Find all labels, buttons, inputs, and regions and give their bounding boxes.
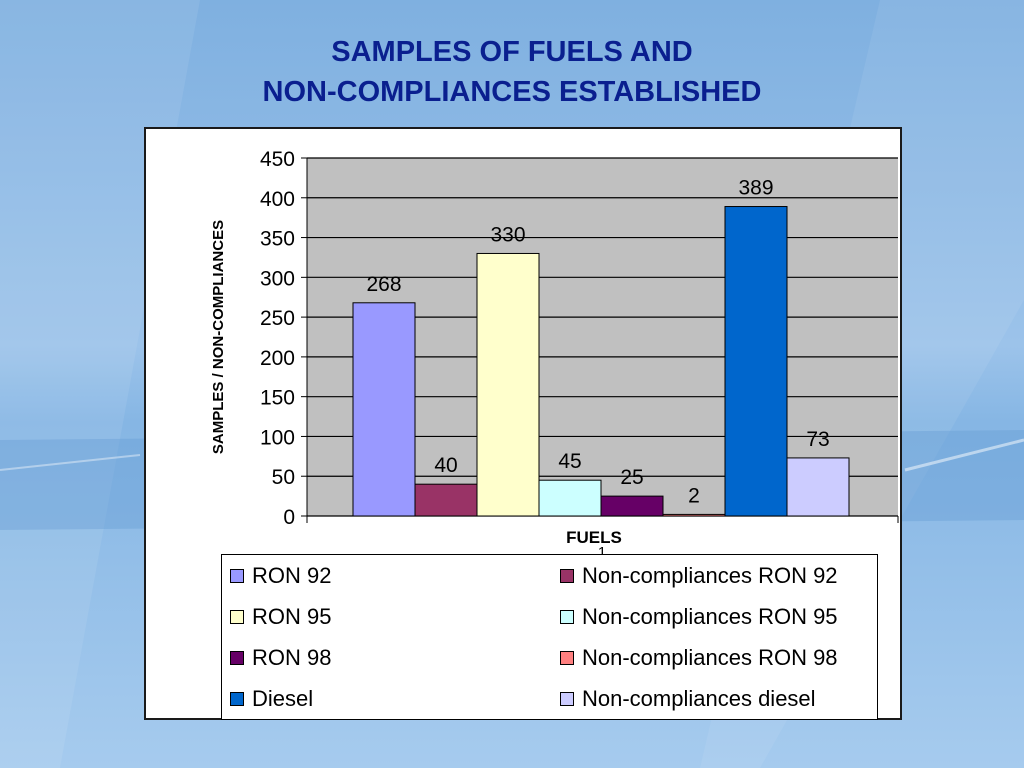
legend-item: Non-compliances diesel bbox=[560, 686, 816, 711]
bar-non-compliances-ron-98 bbox=[662, 513, 726, 517]
data-label: 73 bbox=[806, 428, 829, 451]
title-line-1: SAMPLES OF FUELS AND bbox=[331, 36, 693, 68]
legend-label: Non-compliances RON 95 bbox=[582, 604, 838, 629]
bar-ron-95 bbox=[476, 252, 540, 517]
y-tick-label: 50 bbox=[272, 466, 295, 489]
x-category-label: 1 bbox=[598, 544, 606, 561]
data-label: 40 bbox=[434, 454, 457, 477]
bar-non-compliances-ron-95 bbox=[538, 479, 602, 517]
legend-label: Non-compliances diesel bbox=[582, 686, 816, 711]
legend-label: Non-compliances RON 92 bbox=[582, 563, 838, 588]
y-tick-label: 400 bbox=[260, 188, 295, 211]
legend-swatch bbox=[560, 651, 574, 665]
legend-item: Diesel bbox=[230, 686, 314, 711]
y-axis-title: SAMPLES / NON-COMPLIANCES bbox=[210, 220, 227, 454]
data-label: 45 bbox=[558, 450, 581, 473]
legend-item: Non-compliances RON 98 bbox=[560, 645, 838, 670]
legend-label: RON 92 bbox=[252, 563, 332, 588]
legend-item: Non-compliances RON 92 bbox=[560, 563, 838, 588]
legend-swatch bbox=[560, 692, 574, 706]
y-tick-label: 350 bbox=[260, 228, 295, 251]
data-label: 268 bbox=[366, 273, 401, 296]
data-label: 2 bbox=[688, 484, 700, 507]
slide-title: SAMPLES OF FUELS AND NON-COMPLIANCES EST… bbox=[0, 32, 1024, 112]
title-line-2: NON-COMPLIANCES ESTABLISHED bbox=[262, 76, 762, 108]
y-tick-label: 250 bbox=[260, 307, 295, 330]
legend-item: RON 92 bbox=[230, 563, 332, 588]
bar-ron-92 bbox=[352, 302, 416, 517]
bar-non-compliances-diesel bbox=[786, 457, 850, 517]
legend-label: Non-compliances RON 98 bbox=[582, 645, 838, 670]
legend-swatch bbox=[560, 610, 574, 624]
y-tick-label: 300 bbox=[260, 267, 295, 290]
y-tick-label: 200 bbox=[260, 347, 295, 370]
legend-swatch bbox=[230, 610, 244, 624]
y-tick-label: 100 bbox=[260, 426, 295, 449]
bar-non-compliances-ron-92 bbox=[414, 483, 478, 517]
legend-swatch bbox=[230, 692, 244, 706]
legend-label: RON 95 bbox=[252, 604, 332, 629]
y-tick-label: 150 bbox=[260, 387, 295, 410]
legend-item: RON 95 bbox=[230, 604, 332, 629]
legend-swatch bbox=[230, 651, 244, 665]
y-tick-label: 450 bbox=[260, 148, 295, 171]
legend-item: RON 98 bbox=[230, 645, 332, 670]
legend-swatch bbox=[230, 569, 244, 583]
legend-label: Diesel bbox=[252, 686, 314, 711]
data-label: 330 bbox=[490, 223, 525, 246]
chart-legend: RON 92 Non-compliances RON 92 RON 95 Non-co… bbox=[221, 554, 878, 720]
data-label: 389 bbox=[738, 177, 773, 200]
legend-swatch bbox=[560, 569, 574, 583]
bar-diesel bbox=[724, 206, 788, 517]
bar-ron-98 bbox=[600, 495, 664, 517]
data-label: 25 bbox=[620, 466, 643, 489]
y-tick-label: 0 bbox=[283, 506, 295, 529]
x-axis-title: FUELS bbox=[566, 528, 622, 547]
legend-item: Non-compliances RON 95 bbox=[560, 604, 838, 629]
legend-label: RON 98 bbox=[252, 645, 332, 670]
